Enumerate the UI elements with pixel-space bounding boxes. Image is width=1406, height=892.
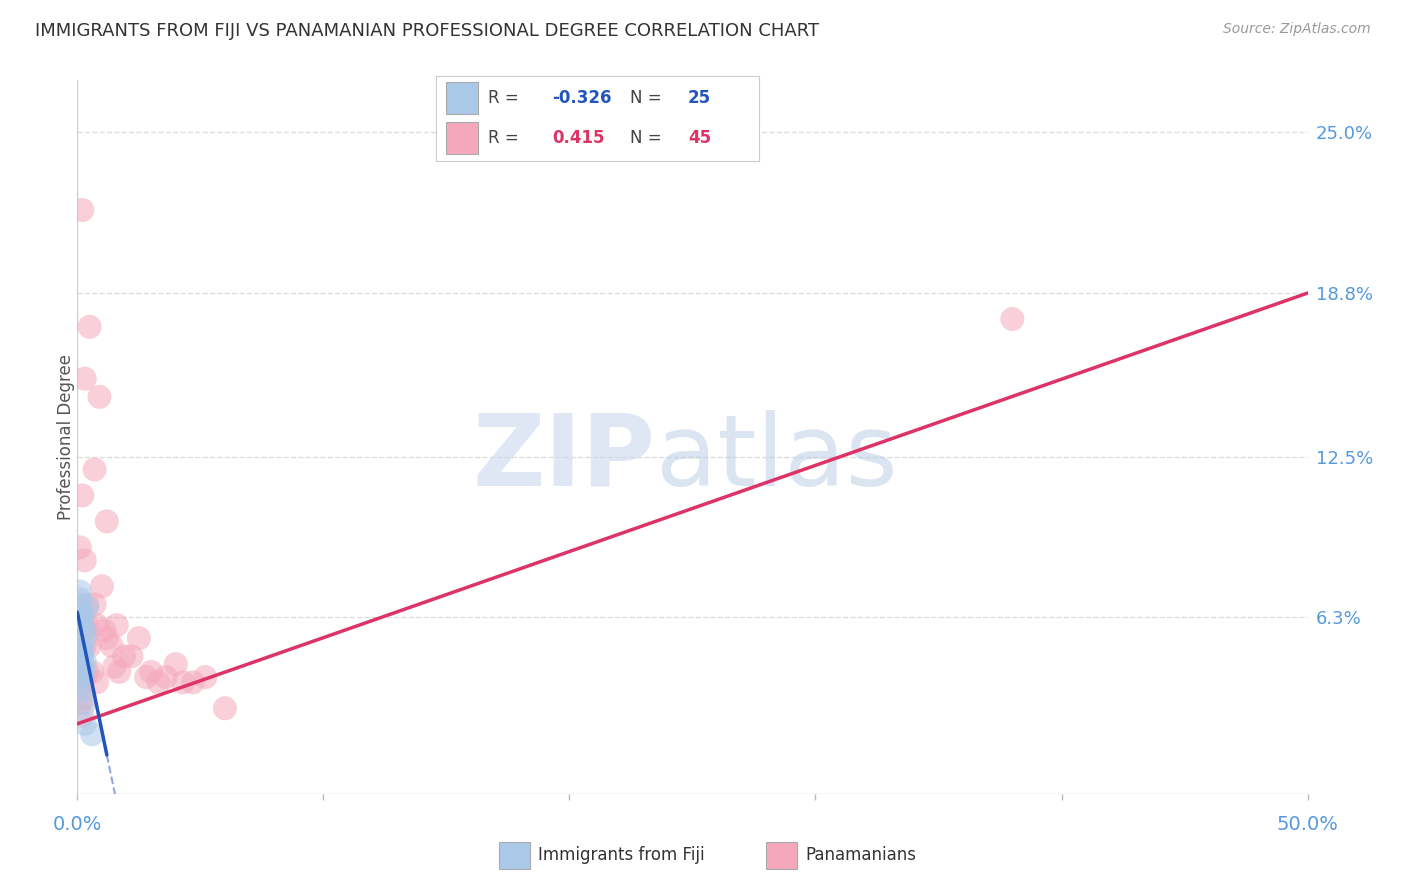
Point [70,665,93,679]
Text: -0.326: -0.326 [553,89,612,107]
Point [70,659,93,673]
Point [141,665,163,679]
Point [86,618,108,632]
Bar [446,121,478,153]
Point [83,462,105,476]
Point [1001,312,1024,326]
Point [73,716,96,731]
Point [103,659,125,673]
Point [73,553,96,567]
Point [96,631,118,645]
Point [69,696,91,710]
Point [70,202,93,217]
Text: Panamanians: Panamanians [806,846,917,863]
Text: 0.415: 0.415 [553,128,605,146]
Point [70,675,93,690]
Point [135,670,157,684]
Point [70,618,93,632]
Point [69,649,91,664]
Text: N =: N = [630,128,661,146]
Text: IMMIGRANTS FROM FIJI VS PANAMANIAN PROFESSIONAL DEGREE CORRELATION CHART: IMMIGRANTS FROM FIJI VS PANAMANIAN PROFE… [35,22,820,40]
Point [89,390,111,404]
Text: Source: ZipAtlas.com: Source: ZipAtlas.com [1223,22,1371,37]
Point [70,639,93,653]
Point [73,372,96,386]
Point [165,657,187,672]
Text: 25: 25 [688,89,711,107]
Text: R =: R = [488,128,519,146]
Point [79,639,101,653]
Point [69,584,91,599]
Bar [446,82,478,114]
Text: Immigrants from Fiji: Immigrants from Fiji [538,846,706,863]
Point [101,639,124,653]
Point [108,665,131,679]
Point [73,655,96,669]
Point [70,488,93,502]
Point [76,600,98,615]
Point [70,683,93,698]
Point [76,618,98,632]
Point [70,649,93,664]
Point [82,665,104,679]
Text: 45: 45 [688,128,711,146]
Point [93,624,115,638]
Point [73,670,96,684]
Point [70,605,93,619]
Point [69,675,91,690]
Y-axis label: Professional Degree: Professional Degree [58,354,75,520]
Point [73,631,96,645]
Point [96,515,118,529]
Text: 50.0%: 50.0% [1277,814,1339,834]
Point [70,613,93,627]
Point [70,709,93,723]
Text: atlas: atlas [655,410,897,507]
Point [76,665,98,679]
Point [69,644,91,658]
Point [69,657,91,672]
Point [70,644,93,658]
Text: 0.0%: 0.0% [52,814,103,834]
Point [172,675,194,690]
Text: ZIP: ZIP [472,410,655,507]
Text: R =: R = [488,89,519,107]
Point [105,618,128,632]
Point [112,649,135,664]
Point [73,665,96,679]
Point [73,639,96,653]
Point [82,727,104,741]
Point [76,598,98,612]
Point [128,631,150,645]
Point [83,598,105,612]
Point [155,670,177,684]
Point [90,579,114,593]
Point [69,541,91,555]
Point [194,670,217,684]
Point [181,675,204,690]
Point [121,649,143,664]
Point [148,675,170,690]
Point [69,598,91,612]
Point [79,319,101,334]
Point [73,624,96,638]
Point [69,592,91,607]
Point [214,701,236,715]
Point [73,696,96,710]
Point [69,670,91,684]
Point [70,607,93,622]
Point [70,618,93,632]
Text: N =: N = [630,89,661,107]
Point [73,690,96,705]
Point [86,675,108,690]
